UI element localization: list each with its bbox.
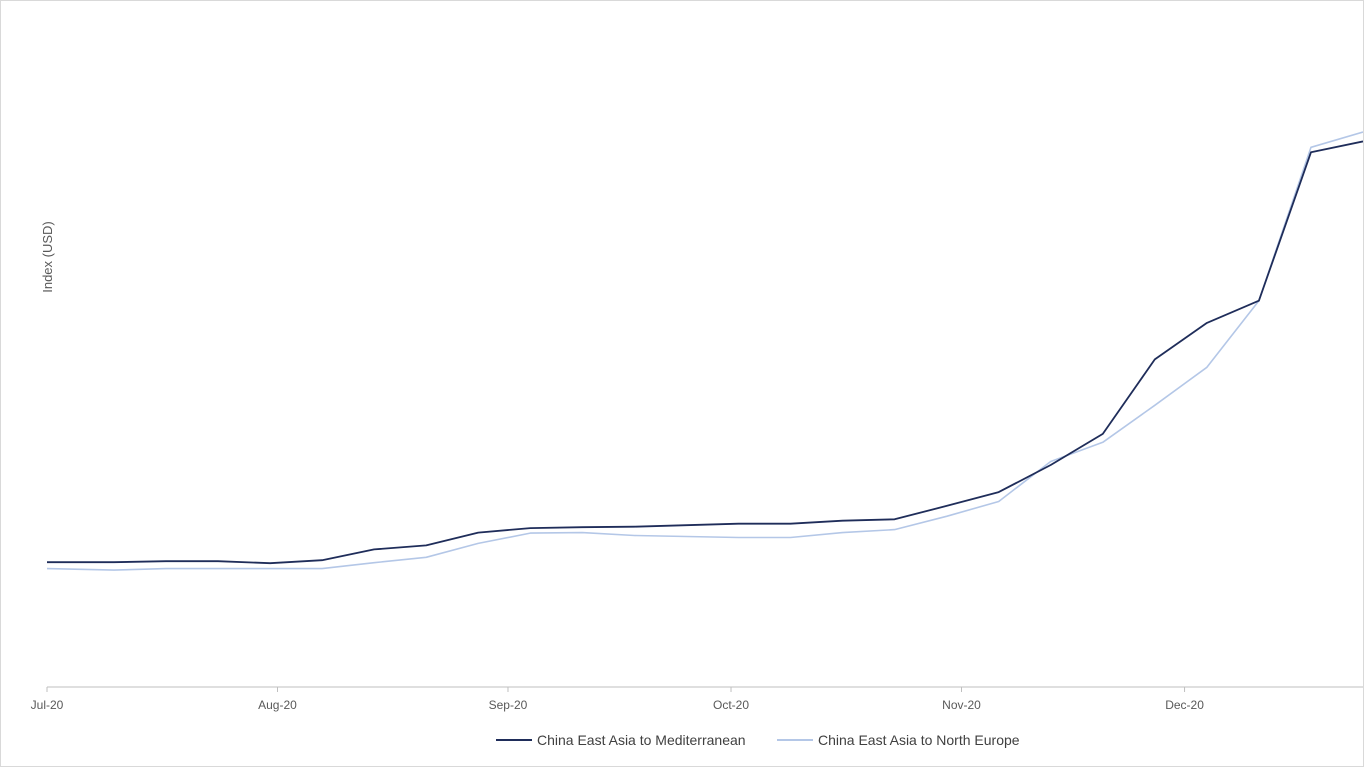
series-lines xyxy=(46,131,1364,571)
x-tick-label: Oct-20 xyxy=(713,698,749,712)
x-tick-label: Aug-20 xyxy=(258,698,297,712)
series-line-1 xyxy=(46,131,1364,571)
x-tick-label: Sep-20 xyxy=(489,698,528,712)
axes: Jul-20 Aug-20 Sep-20 Oct-20 Nov-20 Dec-20 xyxy=(31,686,1363,712)
series-line-0 xyxy=(47,140,1364,565)
x-tick-label: Nov-20 xyxy=(942,698,981,712)
legend-label-1: China East Asia to North Europe xyxy=(818,732,1020,748)
x-tick-label: Jul-20 xyxy=(31,698,64,712)
legend: China East Asia to Mediterranean China Ea… xyxy=(496,732,1020,748)
legend-label-0: China East Asia to Mediterranean xyxy=(537,732,746,748)
x-tick-label: Dec-20 xyxy=(1165,698,1204,712)
y-axis-label: Index (USD) xyxy=(40,221,55,293)
